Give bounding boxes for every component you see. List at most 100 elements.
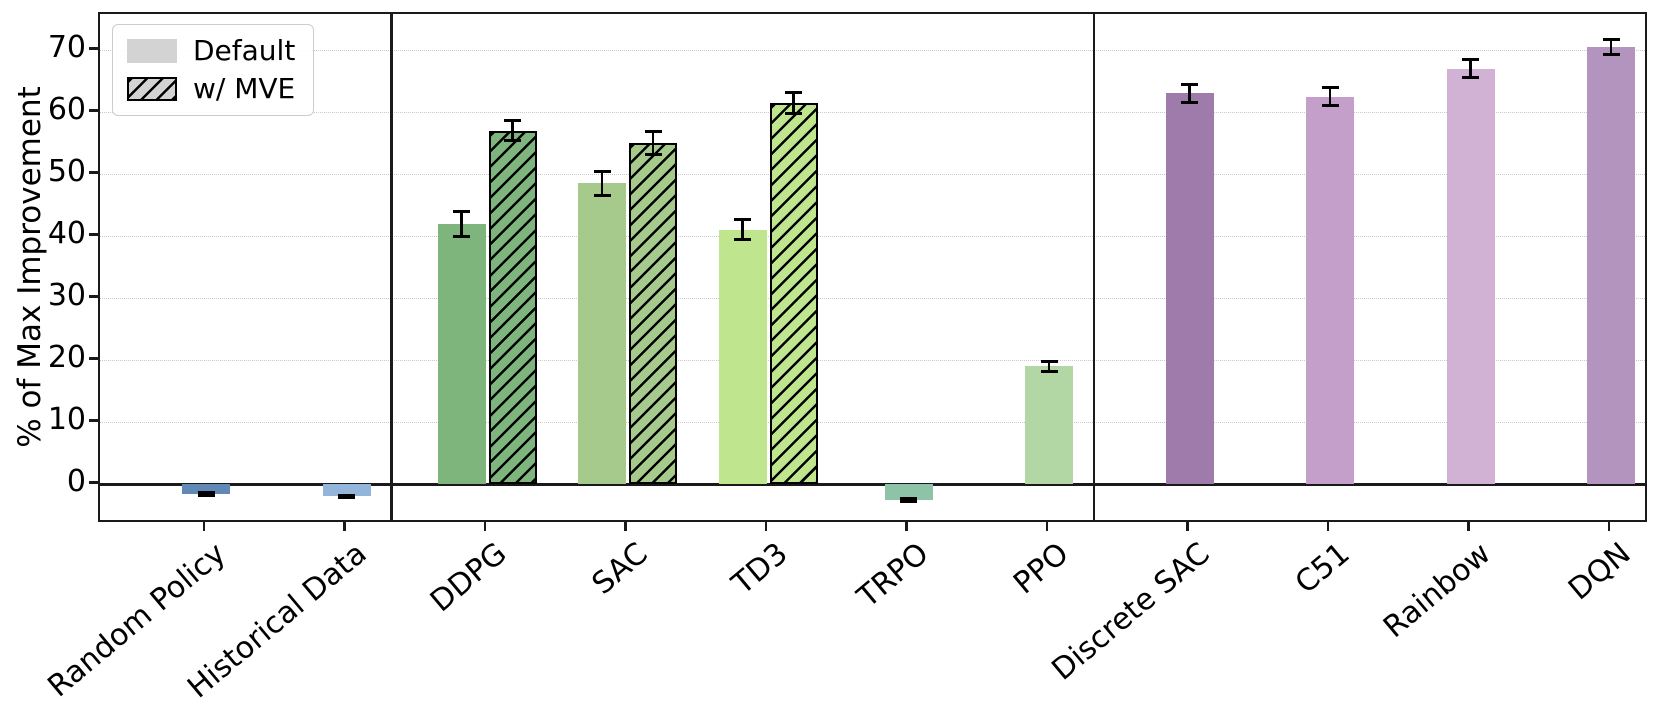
legend-swatch-mve [127, 77, 177, 101]
x-tick-mark [343, 522, 346, 531]
error-bar-cap [453, 234, 470, 238]
error-bar-cap [197, 493, 215, 497]
error-bar [460, 211, 463, 236]
error-bar [651, 131, 655, 155]
x-tick-mark [764, 522, 768, 531]
legend-label-default: Default [193, 34, 296, 67]
error-bar-cap [900, 500, 917, 504]
error-bar-cap [1181, 82, 1198, 86]
y-tick-mark [89, 47, 98, 50]
x-tick-mark [1607, 522, 1611, 531]
gridline-50 [100, 174, 1645, 175]
bar-random-policy-default [182, 484, 230, 494]
y-tick-label: 70 [47, 30, 86, 65]
x-tick-mark [1186, 522, 1189, 531]
error-bar-cap [734, 218, 751, 222]
bar-ddpg-mve [488, 130, 537, 484]
error-bar-cap [785, 90, 802, 94]
error-bar [1188, 84, 1191, 103]
error-bar-cap [785, 111, 802, 115]
x-tick-label-trpo: TRPO [850, 536, 935, 615]
legend-row-mve: w/ MVE [127, 75, 295, 103]
y-tick-label: 0 [66, 464, 86, 499]
error-bar-cap [1602, 37, 1620, 41]
gridline-40 [100, 236, 1645, 237]
y-axis-title: % of Max Improvement [12, 86, 48, 448]
error-bar-cap [1181, 101, 1198, 105]
x-tick-mark [1467, 522, 1470, 531]
bar-sac-mve [629, 143, 677, 484]
error-bar [1469, 59, 1472, 78]
error-bar-cap [1321, 104, 1339, 108]
panel-separator [390, 14, 393, 520]
gridline-70 [100, 50, 1645, 51]
y-tick-mark [89, 481, 98, 484]
error-bar-cap [453, 209, 470, 213]
error-bar [1328, 87, 1332, 106]
error-bar-cap [900, 497, 917, 501]
x-tick-mark [624, 522, 627, 531]
x-tick-mark [1045, 522, 1049, 531]
gridline-60 [100, 112, 1645, 113]
error-bar-cap [1321, 85, 1339, 89]
y-tick-label: 50 [47, 154, 86, 189]
error-bar-cap [1462, 76, 1479, 80]
y-tick-label: 60 [47, 92, 86, 127]
error-bar-cap [644, 129, 662, 133]
error-bar-cap [593, 170, 611, 174]
error-bar-cap [338, 493, 355, 497]
error-bar [792, 92, 795, 114]
y-tick-mark [89, 357, 98, 360]
error-bar-cap [1040, 369, 1058, 373]
gridline-20 [100, 360, 1645, 361]
error-bar [907, 498, 910, 502]
error-bar-cap [504, 139, 521, 143]
error-bar [1609, 39, 1613, 55]
error-bar [600, 171, 604, 196]
x-tick-label-td3: TD3 [725, 536, 795, 602]
bar-sac-default [578, 183, 626, 484]
bar-td3-mve [769, 102, 818, 484]
error-bar [1047, 361, 1051, 372]
bar-discrete-sac-default [1165, 93, 1214, 484]
error-bar [741, 219, 744, 240]
legend-row-default: Default [127, 37, 295, 65]
error-bar-cap [1462, 57, 1479, 61]
x-tick-mark [202, 522, 206, 531]
x-tick-mark [905, 522, 908, 531]
x-tick-label-ddpg: DDPG [423, 536, 514, 620]
bar-ddpg-default [437, 223, 486, 484]
y-tick-mark [89, 233, 98, 236]
y-tick-mark [89, 171, 98, 174]
y-tick-mark [89, 419, 98, 422]
error-bar-cap [338, 496, 355, 500]
error-bar [511, 120, 514, 141]
gridline-30 [100, 298, 1645, 299]
legend-label-mve: w/ MVE [193, 72, 296, 105]
bar-ppo-default [1025, 366, 1073, 484]
error-bar-cap [593, 193, 611, 197]
y-tick-label: 20 [47, 340, 86, 375]
y-tick-label: 30 [47, 278, 86, 313]
error-bar-cap [734, 238, 751, 242]
x-tick-label-sac: SAC [585, 536, 654, 602]
y-tick-mark [89, 109, 98, 112]
bar-rainbow-default [1446, 68, 1495, 484]
y-tick-label: 40 [47, 216, 86, 251]
x-tick-label-c51: C51 [1288, 536, 1357, 601]
plot-area [98, 12, 1647, 522]
y-tick-mark [89, 295, 98, 298]
panel-separator [1092, 14, 1096, 520]
error-bar-cap [504, 119, 521, 123]
gridline-10 [100, 422, 1645, 423]
bar-dqn-default [1587, 46, 1635, 484]
bar-td3-default [718, 229, 767, 484]
y-tick-label: 10 [47, 402, 86, 437]
error-bar-cap [1040, 359, 1058, 363]
bar-historical-data-default [322, 484, 371, 497]
zero-line [100, 483, 1645, 486]
error-bar-cap [197, 491, 215, 495]
x-tick-label-ppo: PPO [1007, 536, 1076, 602]
error-bar-cap [644, 153, 662, 157]
